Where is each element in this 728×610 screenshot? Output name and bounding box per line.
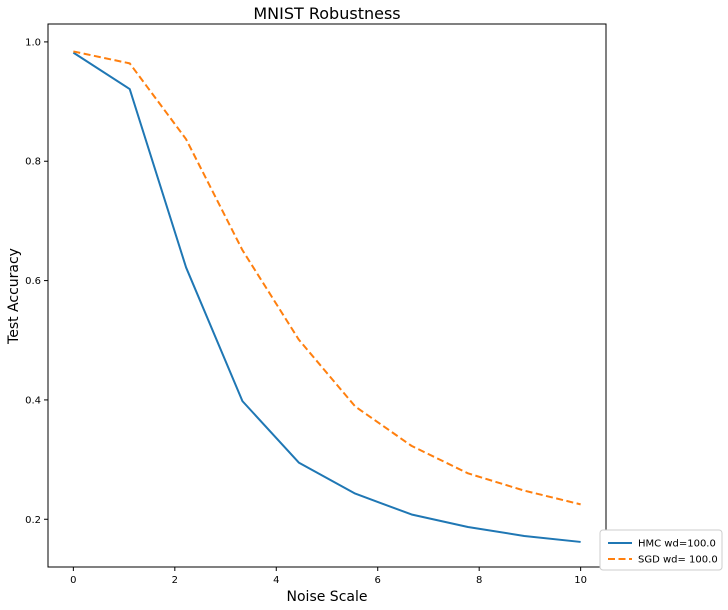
series-line-2 <box>73 50 581 506</box>
y-tick-label: 0.4 <box>25 395 41 406</box>
y-tick-label: 0.2 <box>25 515 41 526</box>
y-tick-label: 1.0 <box>25 37 41 48</box>
x-tick-label: 8 <box>476 575 482 586</box>
legend: HMC wd=100.0 SGD wd= 100.0 <box>599 529 723 571</box>
x-tick-label: 10 <box>574 575 587 586</box>
x-tick-label: 0 <box>70 575 76 586</box>
x-axis-title: Noise Scale <box>287 589 368 605</box>
series-layer <box>72 50 581 543</box>
x-tick-label: 2 <box>172 575 178 586</box>
plot-area <box>47 23 607 568</box>
y-tick-label: 0.8 <box>25 157 41 168</box>
series-line-1 <box>72 51 581 543</box>
x-tick-label: 6 <box>375 575 381 586</box>
y-tick-label: 0.6 <box>25 276 41 287</box>
x-axis: 0 2 4 6 8 10 <box>70 567 587 586</box>
legend-label-2: SGD wd= 100.0 <box>638 555 718 566</box>
y-axis: 0.2 0.4 0.6 0.8 1.0 <box>25 37 48 526</box>
x-tick-label: 4 <box>273 575 279 586</box>
legend-label-1: HMC wd=100.0 <box>638 539 716 550</box>
y-axis-title: Test Accuracy <box>6 248 22 345</box>
chart-title: MNIST Robustness <box>253 4 400 23</box>
